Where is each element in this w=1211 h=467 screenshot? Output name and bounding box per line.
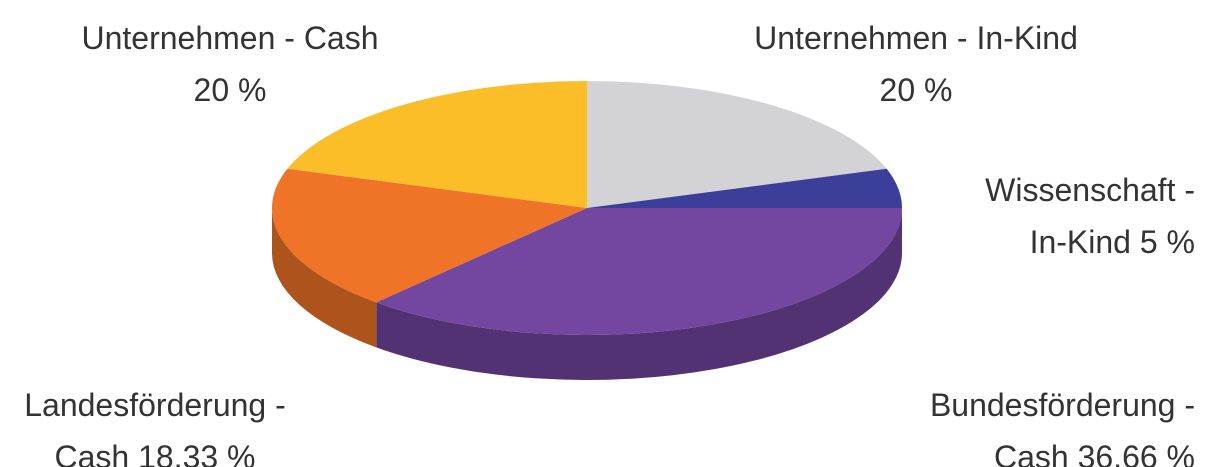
slice-side bbox=[376, 208, 902, 380]
value-label: 36,66 % bbox=[1077, 439, 1195, 467]
slice-label: Unternehmen - Cash 20 % bbox=[30, 12, 430, 116]
slice-label: Unternehmen - In-Kind 20 % bbox=[716, 12, 1116, 116]
slice bbox=[287, 81, 587, 208]
value-label: 18,33 % bbox=[138, 439, 256, 467]
category-label: Unternehmen - In-Kind bbox=[754, 20, 1078, 56]
value-label: 5 % bbox=[1139, 224, 1195, 260]
value-label: 20 % bbox=[879, 72, 953, 108]
slice-label: Bundesförderung - Cash 36,66 % bbox=[905, 379, 1195, 467]
slice bbox=[272, 168, 587, 303]
value-label: 20 % bbox=[193, 72, 267, 108]
slice bbox=[376, 208, 902, 335]
category-label: Unternehmen - Cash bbox=[81, 20, 379, 56]
category-label: Bundesförderung - Cash bbox=[929, 387, 1195, 467]
slice-side bbox=[272, 208, 377, 348]
category-label: Wissenschaft - In-Kind bbox=[985, 172, 1195, 260]
slice bbox=[587, 168, 902, 209]
category-label: Landesförderung - Cash bbox=[24, 387, 286, 467]
slice bbox=[587, 81, 887, 208]
slice-label: Wissenschaft - In-Kind 5 % bbox=[955, 164, 1195, 268]
slice-label: Landesförderung - Cash 18,33 % bbox=[10, 379, 300, 467]
